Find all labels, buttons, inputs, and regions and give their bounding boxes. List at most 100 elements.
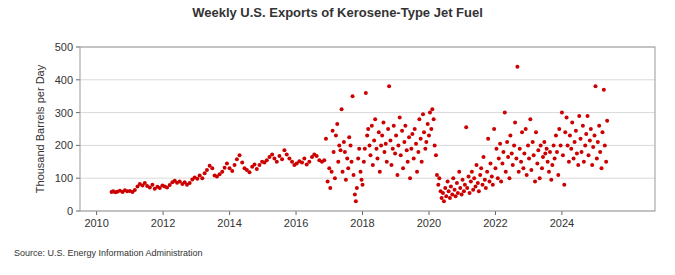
point — [430, 107, 434, 111]
point — [326, 179, 330, 183]
point — [440, 196, 444, 200]
point — [387, 84, 391, 88]
point — [536, 148, 540, 152]
point — [403, 124, 407, 128]
point — [504, 170, 508, 174]
point — [275, 160, 279, 164]
point — [415, 170, 419, 174]
point — [454, 194, 458, 198]
point — [520, 130, 524, 134]
x-tick-label: 2014 — [217, 217, 241, 229]
y-tick-label: 200 — [55, 139, 73, 151]
point — [386, 127, 390, 131]
point — [389, 163, 393, 167]
point — [469, 179, 473, 183]
point — [542, 140, 546, 144]
point — [451, 176, 455, 180]
chart: 0100200300400500201020122014201620182020… — [0, 0, 675, 275]
point — [235, 157, 239, 161]
point — [270, 153, 274, 157]
point — [365, 134, 369, 138]
point — [282, 148, 286, 152]
point — [483, 178, 487, 182]
y-tick-label: 400 — [55, 74, 73, 86]
point — [496, 176, 500, 180]
point — [343, 150, 347, 154]
point — [412, 157, 416, 161]
point — [525, 173, 529, 177]
point — [368, 153, 372, 157]
point — [472, 176, 476, 180]
point — [393, 152, 397, 156]
point — [562, 183, 566, 187]
point — [521, 166, 525, 170]
point — [543, 152, 547, 156]
point — [605, 119, 609, 123]
point — [517, 170, 521, 174]
point — [133, 188, 137, 192]
point — [233, 163, 237, 167]
point — [474, 184, 478, 188]
grid-line — [80, 79, 655, 80]
point — [238, 153, 242, 157]
point — [375, 157, 379, 161]
point — [360, 178, 364, 182]
point — [458, 186, 462, 190]
point — [413, 127, 417, 131]
point — [533, 179, 537, 183]
point — [437, 176, 441, 180]
point — [427, 134, 431, 138]
y-tick — [76, 178, 80, 179]
point — [461, 178, 465, 182]
point — [300, 160, 304, 164]
point — [511, 163, 515, 167]
point — [333, 176, 337, 180]
point — [426, 122, 430, 126]
point — [315, 154, 319, 158]
point — [604, 160, 608, 164]
point — [223, 166, 227, 170]
point — [416, 150, 420, 154]
point — [448, 196, 452, 200]
point — [587, 153, 591, 157]
point — [545, 147, 549, 151]
point — [603, 143, 607, 147]
point — [528, 117, 532, 121]
point — [277, 154, 281, 158]
point — [494, 147, 498, 151]
x-tick — [296, 211, 297, 215]
point — [598, 150, 602, 154]
point — [435, 173, 439, 177]
point — [541, 155, 545, 159]
point — [478, 173, 482, 177]
point — [351, 94, 355, 98]
x-tick-label: 2010 — [84, 217, 108, 229]
point — [531, 140, 535, 144]
point — [506, 155, 510, 159]
point — [200, 176, 204, 180]
point — [307, 160, 311, 164]
point — [503, 111, 507, 115]
point — [579, 137, 583, 141]
point — [591, 145, 595, 149]
point — [342, 140, 346, 144]
point — [356, 157, 360, 161]
point — [595, 157, 599, 161]
point — [500, 161, 504, 165]
x-tick-label: 2018 — [350, 217, 374, 229]
point — [581, 124, 585, 128]
point — [436, 183, 440, 187]
point — [409, 147, 413, 151]
point — [341, 170, 345, 174]
point — [597, 124, 601, 128]
point — [398, 116, 402, 120]
grid-line — [80, 178, 655, 179]
point — [481, 183, 485, 187]
point — [540, 166, 544, 170]
point — [557, 127, 561, 131]
point — [399, 153, 403, 157]
point — [457, 170, 461, 174]
point — [484, 186, 488, 190]
point — [590, 163, 594, 167]
point — [332, 150, 336, 154]
